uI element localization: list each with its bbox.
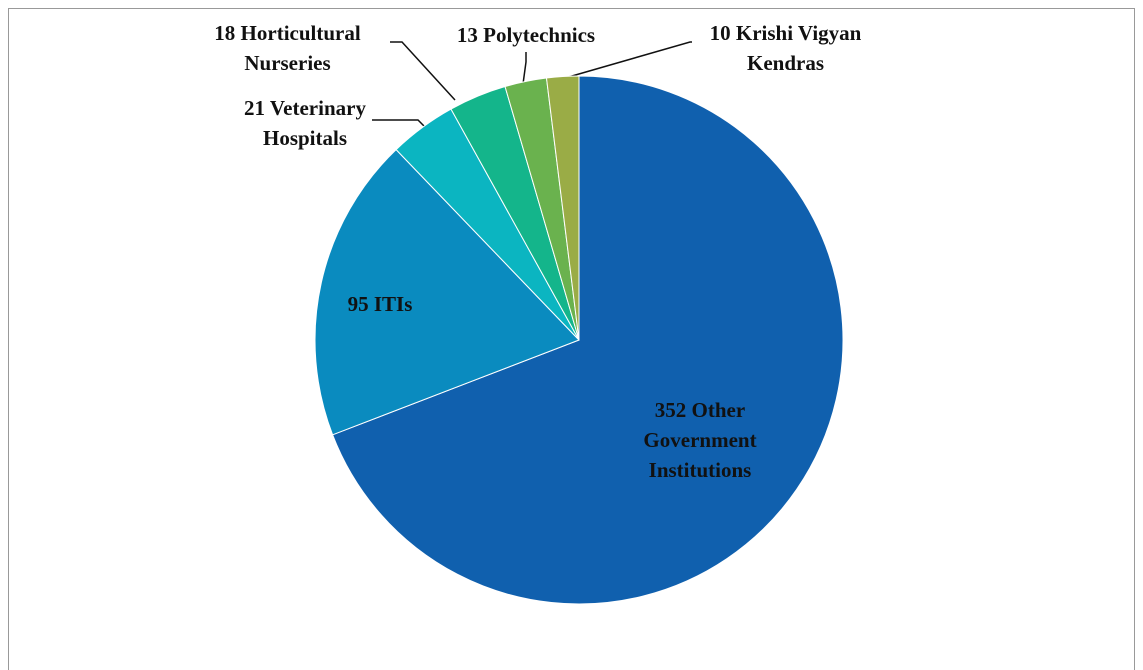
slice-name: Horticultural Nurseries <box>240 21 361 75</box>
slice-value: 13 <box>456 23 478 47</box>
slice-label: 13 Polytechnics <box>426 20 626 50</box>
slice-label: 21 Veterinary Hospitals <box>200 93 410 153</box>
slice <box>545 75 580 341</box>
slice-label: 18 Horticultural Nurseries <box>175 18 400 78</box>
leader-line <box>564 41 692 79</box>
leader-line <box>522 52 527 85</box>
slice-value: 352 <box>654 398 687 422</box>
slice-label: 352 Other Government Institutions <box>615 395 785 485</box>
slice-name: Polytechnics <box>483 23 596 47</box>
slice-label: 95 ITIs <box>320 289 440 319</box>
slice-value: 18 <box>214 21 236 45</box>
leader-lines <box>372 41 692 129</box>
leader-line <box>390 41 456 101</box>
slice-name: ITIs <box>373 292 413 316</box>
leader-line <box>372 119 427 129</box>
slice-label: 10 Krishi Vigyan Kendras <box>688 18 883 78</box>
slices <box>314 75 844 605</box>
slice-name: Other Government Institutions <box>643 398 757 482</box>
slice-value: 95 <box>347 292 369 316</box>
slice-value: 10 <box>709 21 731 45</box>
slice <box>314 148 580 436</box>
slice-name: Krishi Vigyan Kendras <box>735 21 862 75</box>
slice-value: 21 <box>244 96 266 120</box>
chart-frame <box>8 8 1135 670</box>
slice-name: Veterinary Hospitals <box>262 96 366 150</box>
slice <box>331 75 844 605</box>
